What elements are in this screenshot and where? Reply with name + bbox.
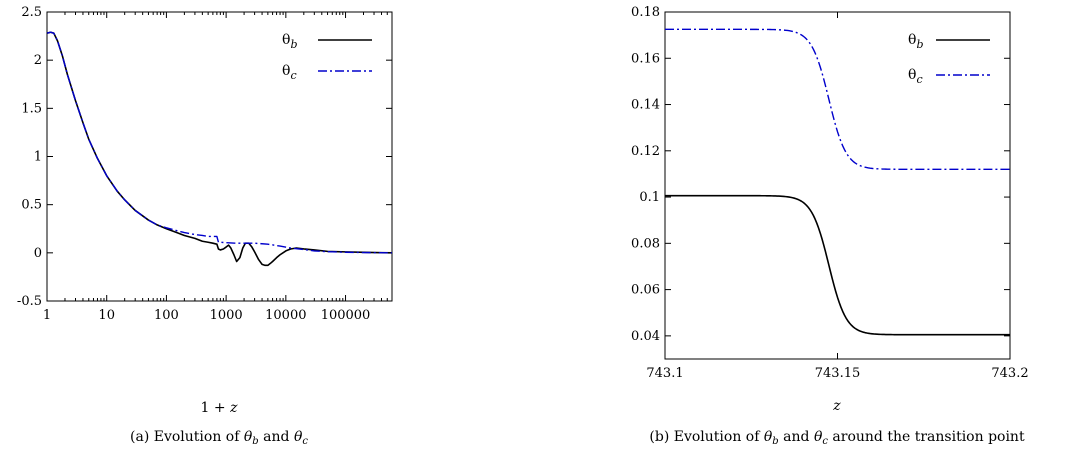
y-tick-label: -0.5 xyxy=(17,294,42,309)
y-tick-label: 0.18 xyxy=(631,5,660,20)
legend-label-theta-b-a: θb xyxy=(282,32,297,51)
x-tick-label: 743.1 xyxy=(646,366,683,381)
plot-frame-b xyxy=(664,11,1011,360)
series-line-theta-b xyxy=(665,194,1010,336)
legend-label-theta-b-b: θb xyxy=(908,32,923,51)
y-tick-label: 0.06 xyxy=(631,283,660,298)
legend-label-theta-c-b: θc xyxy=(908,67,923,86)
series-group-a xyxy=(46,31,393,267)
y-tick-label: 0.04 xyxy=(631,329,660,344)
x-tick-label: 743.15 xyxy=(815,366,861,381)
y-tick-label: 2.5 xyxy=(21,5,42,20)
series-group-b xyxy=(665,28,1010,336)
x-axis-a: 1 10 100 1000 10000 100000 xyxy=(43,12,393,323)
x-tick-label: 10 xyxy=(98,308,115,323)
legend-label-theta-c-a: θc xyxy=(282,63,297,82)
y-tick-label: 0.14 xyxy=(631,98,660,113)
plot-frame-a xyxy=(46,11,393,302)
caption-a: (a) Evolution of θb and θc xyxy=(130,429,308,447)
legend-a: θb θc xyxy=(282,32,372,82)
panel-b: 0.040.060.080.10.120.140.160.18 743.1 743… xyxy=(631,5,1029,447)
panel-a: -0.5 0 0.5 1 1.5 2 2.5 1 10 100 1000 10000 100000 θ… xyxy=(17,5,393,447)
y-tick-label: 0 xyxy=(34,246,42,261)
y-tick-label: 0.16 xyxy=(631,51,660,66)
y-axis-b: 0.04 0.06 0.08 0.1 0.12 0.14 0.16 0.18 xyxy=(631,5,1010,344)
x-tick-label: 100 xyxy=(154,308,179,323)
y-tick-label: 2 xyxy=(34,53,42,68)
y-tick-label: 0.1 xyxy=(639,190,660,205)
x-axis-label-b: z xyxy=(832,398,841,414)
y-axis-a: -0.5 0 0.5 1 1.5 2 2.5 xyxy=(17,5,392,309)
x-tick-label: 1 xyxy=(43,308,51,323)
y-tick-label: 0.08 xyxy=(631,236,660,251)
x-tick-label: 1000 xyxy=(210,308,243,323)
series-line-theta-c xyxy=(665,28,1010,171)
y-tick-label: 1 xyxy=(34,150,42,165)
x-tick-label: 100000 xyxy=(321,308,371,323)
y-tick-label: 0.12 xyxy=(631,144,660,159)
series-line-theta-c xyxy=(46,31,393,254)
legend-b: θb θc xyxy=(908,32,990,86)
x-axis-label-a: 1 + z xyxy=(201,400,239,416)
x-tick-label: 743.2 xyxy=(991,366,1028,381)
x-axis-b: 743.1 743.15 743.2 xyxy=(646,12,1029,381)
x-tick-label: 10000 xyxy=(265,308,306,323)
y-tick-label: 0.5 xyxy=(21,198,42,213)
y-tick-label: 1.5 xyxy=(21,101,42,116)
series-line-theta-b xyxy=(46,31,393,267)
caption-b: (b) Evolution of θb and θc around the tr… xyxy=(649,429,1025,447)
